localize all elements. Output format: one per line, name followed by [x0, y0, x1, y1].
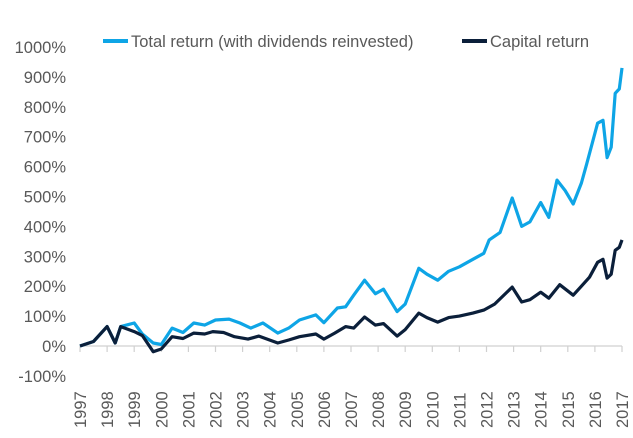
y-tick-label: 1000% [15, 39, 67, 57]
x-tick-label: 2010 [424, 391, 442, 428]
x-tick-label: 2011 [451, 393, 469, 428]
x-tick-label: 2017 [614, 391, 632, 428]
x-tick-label: 2015 [560, 391, 578, 428]
x-tick-label: 2007 [343, 391, 361, 428]
x-tick-label: 2006 [316, 391, 334, 428]
legend: Total return (with dividends reinvested)… [103, 33, 589, 51]
series-line-total-return [79, 67, 624, 348]
y-tick-label: 800% [24, 99, 67, 117]
x-tick-label: 1999 [126, 391, 144, 428]
series-lines [79, 67, 624, 354]
y-tick-label: 400% [24, 218, 67, 236]
x-tick-label: 2005 [289, 391, 307, 428]
y-tick-label: -100% [18, 368, 66, 386]
x-tick-label: 2013 [506, 391, 524, 428]
x-axis: 1997 1998 1999 2000 2001 2002 2003 2004 2005 2006… [72, 345, 632, 428]
x-tick-label: 2003 [235, 391, 253, 428]
x-tick-label: 2002 [208, 391, 226, 428]
y-axis: -100% 0% 100% 200% 300% 400% 500% 600% 700% 800% 9… [15, 39, 67, 386]
series-line-capital-return [79, 239, 624, 354]
x-tick-label: 2009 [397, 391, 415, 428]
y-tick-label: 0% [42, 338, 66, 356]
x-tick-label: 2004 [262, 391, 280, 428]
x-tick-label: 1998 [99, 391, 117, 428]
x-tick-label: 2012 [479, 391, 497, 428]
y-tick-label: 600% [24, 159, 67, 177]
x-tick-label: 2014 [533, 391, 551, 428]
x-tick-label: 2001 [180, 391, 198, 428]
x-tick-label: 2016 [587, 391, 605, 428]
legend-label-total-return: Total return (with dividends reinvested) [131, 33, 413, 51]
y-tick-label: 700% [24, 129, 67, 147]
x-tick-label: 1997 [72, 391, 90, 428]
x-tick-label: 2000 [153, 391, 171, 428]
y-tick-label: 900% [24, 69, 67, 87]
legend-label-capital-return: Capital return [490, 33, 589, 51]
x-tick-label: 2008 [370, 391, 388, 428]
y-tick-label: 500% [24, 189, 67, 207]
y-tick-label: 300% [24, 248, 67, 266]
y-tick-label: 100% [24, 308, 67, 326]
y-tick-label: 200% [24, 278, 67, 296]
